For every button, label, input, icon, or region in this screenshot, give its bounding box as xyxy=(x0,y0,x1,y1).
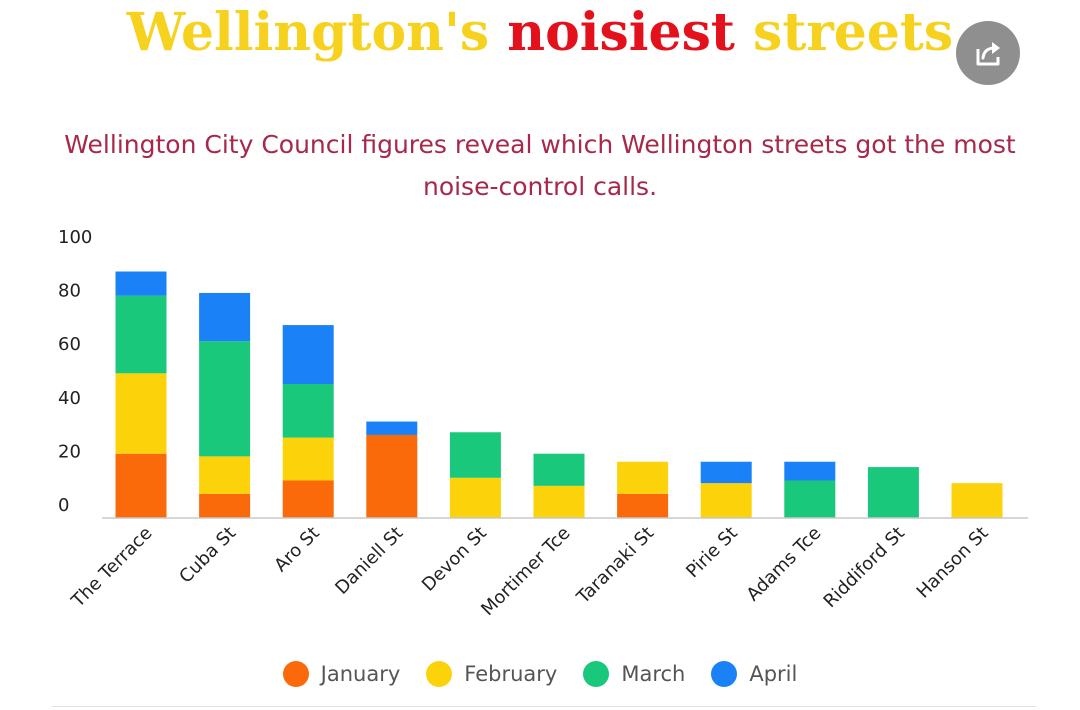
x-tick-label: Daniell St xyxy=(331,523,407,599)
legend-swatch xyxy=(711,661,738,687)
title-part-streets: streets xyxy=(734,2,954,63)
bar-segment[interactable] xyxy=(115,373,167,454)
bar-segment[interactable] xyxy=(449,477,501,518)
y-tick-label: 60 xyxy=(58,334,81,355)
legend-item[interactable]: February xyxy=(426,661,557,687)
bar-segment[interactable] xyxy=(115,295,167,374)
bar-segment[interactable] xyxy=(115,271,167,296)
bar-segment[interactable] xyxy=(282,384,334,438)
x-tick-label: Taranaki St xyxy=(572,523,658,609)
y-tick-label: 0 xyxy=(58,495,69,516)
bar-segment[interactable] xyxy=(282,437,334,481)
bar-segment[interactable] xyxy=(115,453,167,518)
bar-segment[interactable] xyxy=(366,421,418,435)
chart-title: Wellington's noisiest streets xyxy=(0,2,1080,64)
legend-label: February xyxy=(464,662,558,686)
bar-segment[interactable] xyxy=(700,483,752,518)
bar-segment[interactable] xyxy=(533,485,585,518)
legend-item[interactable]: April xyxy=(711,661,797,687)
legend-item[interactable]: January xyxy=(282,661,401,687)
bar-segment[interactable] xyxy=(449,432,501,478)
y-tick-label: 40 xyxy=(58,388,81,409)
bar-segment[interactable] xyxy=(951,483,1003,518)
bar-segment[interactable] xyxy=(199,493,251,518)
x-tick-label: Hanson St xyxy=(913,523,993,603)
bar-segment[interactable] xyxy=(784,461,836,481)
divider xyxy=(52,706,1036,707)
legend-label: April xyxy=(749,662,798,686)
bar-segment[interactable] xyxy=(617,493,669,518)
x-tick-label: Adams Tce xyxy=(743,523,826,606)
legend-swatch xyxy=(583,661,610,687)
share-icon xyxy=(976,42,1000,66)
bar-segment[interactable] xyxy=(366,434,418,518)
bar-segment[interactable] xyxy=(282,325,334,385)
x-tick-label: Cuba St xyxy=(175,523,240,588)
x-tick-label: Riddiford St xyxy=(820,523,909,612)
bar-segment[interactable] xyxy=(617,461,669,494)
legend-label: January xyxy=(320,662,401,686)
y-axis: 0 20 40 60 80 100 xyxy=(58,230,92,516)
y-tick-label: 20 xyxy=(58,441,81,462)
legend-label: March xyxy=(621,662,686,686)
legend: January February March April xyxy=(0,654,1080,694)
x-axis: The Terrace Cuba St Aro St Daniell St Devon … xyxy=(67,523,993,620)
y-tick-label: 80 xyxy=(58,281,81,302)
x-tick-label: Devon St xyxy=(418,523,491,596)
y-tick-label: 100 xyxy=(58,230,92,248)
x-tick-label: The Terrace xyxy=(67,523,157,613)
x-tick-label: Aro St xyxy=(270,523,323,576)
legend-swatch xyxy=(426,661,453,687)
title-part-noisiest: noisiest xyxy=(507,2,735,63)
stacked-bar-chart: 0 20 40 60 80 100 The Terrace Cuba St Aro St Dan… xyxy=(58,230,1028,620)
bar-segment[interactable] xyxy=(533,453,585,486)
x-tick-label: Pirie St xyxy=(682,523,741,582)
title-part-wellingtons: Wellington's xyxy=(126,2,508,63)
share-button[interactable] xyxy=(956,21,1020,85)
bar-segment[interactable] xyxy=(199,456,251,494)
bar-segment[interactable] xyxy=(282,480,334,518)
bar-series xyxy=(115,271,1003,518)
bar-segment[interactable] xyxy=(199,341,251,457)
bar-segment[interactable] xyxy=(199,292,251,342)
x-tick-label: Mortimer Tce xyxy=(477,523,574,620)
legend-item[interactable]: March xyxy=(583,661,685,687)
legend-swatch xyxy=(282,661,309,687)
bar-segment[interactable] xyxy=(784,480,836,518)
bar-segment[interactable] xyxy=(867,467,919,518)
bar-segment[interactable] xyxy=(700,461,752,484)
chart-subtitle: Wellington City Council figures reveal w… xyxy=(64,130,1016,201)
